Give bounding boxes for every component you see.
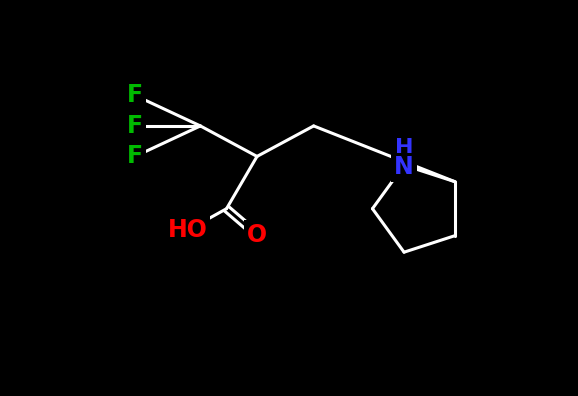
Text: F: F [127,84,143,107]
Text: O: O [247,223,267,247]
Text: N: N [394,155,414,179]
Text: F: F [127,114,143,138]
Text: HO: HO [168,219,208,242]
Text: H: H [395,138,413,158]
Text: F: F [127,145,143,168]
